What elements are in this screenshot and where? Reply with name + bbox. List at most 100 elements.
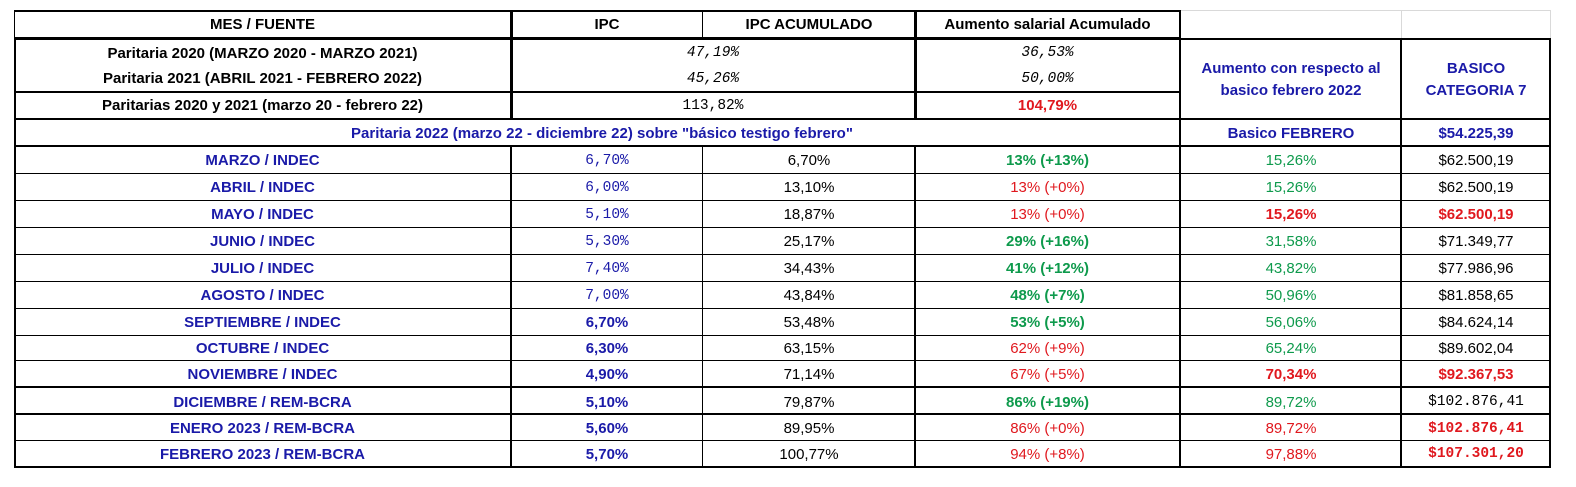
row-mes: ENERO 2023 / REM-BCRA (169, 420, 356, 437)
grid-line (14, 200, 1551, 201)
row-ipc-acumulado: 13,10% (783, 179, 835, 196)
grid-line (14, 466, 1551, 468)
row-ipc: 5,10% (585, 206, 629, 223)
row-aumento-respecto: 56,06% (1265, 314, 1317, 331)
total-aumento: 104,79% (1017, 97, 1078, 114)
row-mes: SEPTIEMBRE / INDEC (184, 314, 341, 331)
row-aumento-respecto: 15,26% (1265, 206, 1317, 223)
row-basico: $62.500,19 (1438, 206, 1514, 223)
grid-line (510, 10, 513, 120)
row-mes: FEBRERO 2023 / REM-BCRA (159, 445, 366, 463)
grid-line (14, 227, 1551, 228)
total-label: Paritarias 2020 y 2021 (marzo 20 - febre… (101, 97, 423, 114)
paritaria-2021-aumento: 50,00% (1021, 70, 1074, 87)
row-ipc-acumulado: 63,15% (783, 340, 835, 357)
row-basico: $92.367,53 (1438, 366, 1514, 383)
grid-line (14, 335, 1551, 336)
grid-line (1550, 10, 1551, 40)
grid-line (1400, 38, 1402, 468)
row-ipc: 6,00% (585, 179, 629, 196)
row-mes: AGOSTO / INDEC (200, 287, 325, 304)
grid-line (1179, 10, 1181, 468)
row-mes: MARZO / INDEC (205, 152, 320, 169)
row-ipc: 5,10% (585, 393, 629, 411)
header-mes-fuente: MES / FUENTE (209, 16, 315, 33)
grid-line (14, 118, 16, 468)
grid-line (14, 413, 1551, 415)
row-aumento-salarial: 13% (+0%) (1010, 206, 1085, 223)
grid-line (510, 145, 512, 467)
row-aumento-salarial: 94% (+8%) (1010, 445, 1085, 463)
row-aumento-salarial: 13% (+0%) (1010, 179, 1085, 196)
grid-line (14, 360, 1551, 361)
row-ipc-acumulado: 53,48% (783, 314, 835, 331)
paritaria-2020-label: Paritaria 2020 (MARZO 2020 - MARZO 2021) (107, 44, 418, 62)
row-mes: OCTUBRE / INDEC (195, 340, 330, 357)
grid-line (14, 10, 1180, 12)
row-mes: JULIO / INDEC (210, 260, 315, 277)
grid-line (14, 38, 16, 120)
grid-line (14, 254, 1551, 255)
section-paritaria-2022: Paritaria 2022 (marzo 22 - diciembre 22)… (351, 124, 853, 142)
row-ipc: 6,30% (585, 340, 629, 357)
row-mes: MAYO / INDEC (211, 206, 314, 223)
row-ipc-acumulado: 18,87% (783, 206, 835, 223)
row-aumento-respecto: 70,34% (1265, 366, 1317, 383)
row-aumento-respecto: 89,72% (1265, 393, 1317, 411)
total-ipc: 113,82% (682, 97, 744, 114)
grid-line (14, 308, 1551, 309)
paritaria-2021-ipc: 45,26% (686, 70, 740, 87)
row-ipc: 6,70% (585, 152, 629, 169)
row-ipc: 6,70% (585, 314, 629, 331)
basico-febrero-label: Basico FEBRERO (1227, 124, 1355, 142)
grid-line (702, 12, 703, 37)
header-ipc: IPC (594, 16, 620, 33)
row-basico: $62.500,19 (1438, 179, 1514, 196)
row-aumento-respecto: 89,72% (1265, 420, 1317, 437)
row-aumento-salarial: 48% (+7%) (1010, 287, 1085, 304)
grid-line (1549, 38, 1551, 468)
row-ipc-acumulado: 89,95% (783, 420, 835, 437)
row-basico: $102.876,41 (1428, 420, 1524, 437)
row-ipc-acumulado: 79,87% (783, 393, 835, 411)
row-basico: $62.500,19 (1438, 152, 1514, 169)
row-ipc-acumulado: 100,77% (779, 445, 839, 463)
row-mes: DICIEMBRE / REM-BCRA (173, 393, 352, 411)
row-ipc: 7,00% (585, 287, 629, 304)
row-basico: $71.349,77 (1438, 233, 1514, 250)
grid-line (14, 173, 1551, 174)
row-aumento-salarial: 67% (+5%) (1010, 366, 1085, 383)
row-ipc-acumulado: 43,84% (783, 287, 835, 304)
row-aumento-salarial: 86% (+0%) (1010, 420, 1085, 437)
grid-line (1180, 10, 1550, 11)
row-basico: $107.301,20 (1428, 446, 1524, 462)
row-aumento-respecto: 65,24% (1265, 340, 1317, 357)
header-ipc-acumulado: IPC ACUMULADO (745, 16, 873, 33)
row-aumento-salarial: 62% (+9%) (1010, 340, 1085, 357)
grid-line (14, 145, 1551, 147)
row-ipc-acumulado: 6,70% (787, 152, 831, 169)
row-aumento-respecto: 15,26% (1265, 179, 1317, 196)
row-aumento-salarial: 53% (+5%) (1010, 314, 1085, 331)
row-aumento-respecto: 97,88% (1265, 445, 1317, 463)
basico-febrero-value: $54.225,39 (1438, 124, 1514, 142)
grid-line (14, 91, 1180, 93)
row-basico: $84.624,14 (1438, 314, 1514, 331)
row-ipc: 4,90% (585, 366, 629, 383)
row-aumento-respecto: 31,58% (1265, 233, 1317, 250)
grid-line (14, 440, 1551, 441)
row-basico: $77.986,96 (1438, 260, 1514, 277)
row-ipc-acumulado: 25,17% (783, 233, 835, 250)
row-aumento-respecto: 43,82% (1265, 260, 1317, 277)
row-aumento-salarial: 13% (+13%) (1006, 152, 1089, 169)
row-ipc-acumulado: 71,14% (783, 366, 835, 383)
header-aumento-respecto: Aumento con respecto al basico febrero 2… (1201, 59, 1381, 99)
paritaria-2020-ipc: 47,19% (686, 45, 740, 61)
row-basico: $89.602,04 (1438, 340, 1514, 357)
row-aumento-salarial: 29% (+16%) (1006, 233, 1089, 250)
grid-line (14, 37, 1180, 40)
grid-line (14, 118, 1180, 120)
row-mes: NOVIEMBRE / INDEC (187, 366, 338, 383)
paritaria-2020-aumento: 36,53% (1021, 45, 1074, 61)
